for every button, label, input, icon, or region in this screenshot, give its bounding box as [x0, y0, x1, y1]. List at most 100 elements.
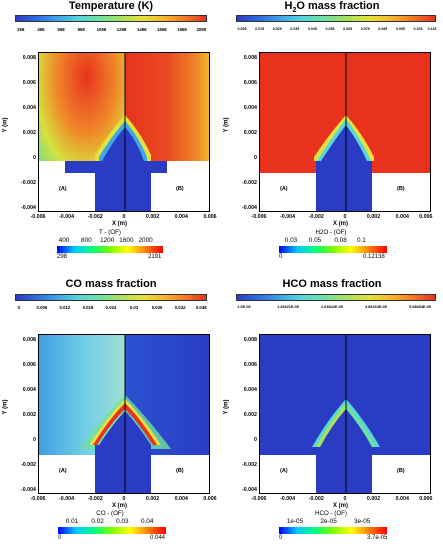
tick-label: 2.63842E-05 [321, 305, 343, 309]
tick-label: 0 [17, 305, 21, 310]
tick-label: 0.075 [360, 27, 370, 31]
tick-label: 1498 [136, 27, 147, 32]
tick-label: 0.006 [203, 496, 217, 502]
top-colorbar [15, 294, 207, 301]
of-legend-colorbar [279, 527, 387, 534]
tick-label: 0.004 [243, 387, 257, 394]
tick-label: 0.055 [325, 27, 335, 31]
contour-image [39, 53, 209, 211]
y-axis-ticks: 0.008 0.006 0.004 0.002 0 -0.002 -0.004 [221, 52, 257, 211]
tick-label: -0.002 [20, 462, 36, 469]
tick-label: -0.004 [20, 487, 36, 493]
tick-label: 0.115 [427, 27, 437, 31]
tick-label: 298 [17, 27, 25, 32]
of-legend-title: HCO - (OF) [315, 510, 347, 517]
tick-label: 0.045 [307, 27, 317, 31]
tick-label: 0 [33, 155, 36, 162]
tick-label: 1e-05 [286, 518, 304, 525]
tick-label: 0.002 [243, 130, 257, 137]
tick-label: 0.006 [243, 80, 257, 87]
top-colorbar [236, 294, 436, 301]
tick-label: 0 [343, 214, 347, 220]
tick-label: 0.018 [82, 305, 94, 310]
top-colorbar [236, 15, 436, 22]
tick-label: 2098 [196, 27, 207, 32]
tick-label: -0.004 [59, 496, 75, 502]
tick-label: -0.006 [30, 214, 46, 220]
tick-label: 1.45421E-05 [277, 305, 299, 309]
tick-label: 0.004 [243, 105, 257, 112]
tick-label: 1898 [177, 27, 187, 32]
title-part: O mass fraction [296, 0, 380, 12]
tick-label: 0.004 [22, 105, 36, 112]
contour-image [39, 335, 209, 493]
x-axis-title: X (m) [333, 503, 348, 509]
region-b-label: (B) [397, 468, 405, 474]
tick-label: 0.008 [22, 337, 36, 344]
tick-label: -0.002 [87, 496, 103, 502]
tick-label: 0.03 [284, 237, 298, 244]
of-legend-max: 2191 [148, 254, 162, 260]
tick-label: 0.002 [22, 130, 36, 137]
tick-label: 698 [57, 27, 65, 32]
tick-label: 0.065 [343, 27, 353, 31]
tick-label: 0.025 [272, 27, 282, 31]
tick-label: -0.004 [241, 487, 257, 493]
x-axis-title: X (m) [112, 221, 127, 227]
x-axis-title: X (m) [112, 503, 127, 509]
tick-label: 0.002 [145, 214, 160, 220]
of-legend-title: H2O - (OF) [315, 229, 347, 236]
tick-label: -0.006 [30, 496, 46, 502]
tick-label: -0.002 [308, 214, 324, 220]
tick-label: 1600 [119, 237, 134, 244]
tick-label: 0.008 [22, 55, 36, 62]
of-legend-min: 0 [58, 535, 62, 541]
tick-label: 0.05 [308, 237, 322, 244]
tick-label: 1698 [157, 27, 167, 32]
tick-label: -0.004 [280, 214, 296, 220]
of-legend-max: 0.044 [150, 535, 166, 541]
tick-label: 800 [81, 237, 92, 244]
tick-label: -0.002 [87, 214, 103, 220]
tick-label: 1098 [96, 27, 107, 32]
co-panel: CO mass fraction 0 0.006 0.012 0.018 0.0… [0, 276, 222, 552]
tick-label: 0.004 [174, 214, 188, 220]
tick-label: 0.002 [366, 496, 381, 502]
panel-title: H2O mass fraction [221, 0, 443, 14]
y-axis-ticks: 0.008 0.006 0.004 0.002 0 -0.002 -0.004 [221, 334, 257, 493]
tick-label: 0.006 [419, 496, 433, 502]
of-legend-title: CO - (OF) [96, 510, 124, 517]
region-a-label: (A) [280, 186, 288, 192]
tick-label: 0.02 [91, 518, 104, 525]
tick-label: 1298 [116, 27, 127, 32]
tick-label: 0 [343, 496, 347, 502]
panel-title: Temperature (K) [68, 0, 154, 12]
tick-label: 0.004 [395, 496, 409, 502]
tick-label: 0.085 [378, 27, 388, 31]
tick-label: 898 [77, 27, 85, 32]
tick-label: 0 [254, 155, 257, 162]
tick-label: 0.042 [174, 305, 186, 310]
tick-label: 0.002 [366, 214, 381, 220]
hco-panel: HCO mass fraction 1.0E-06 1.45421E-05 2.… [221, 276, 443, 552]
tick-label: 400 [58, 237, 70, 244]
x-axis-title: X (m) [333, 221, 348, 227]
tick-label: 0 [254, 437, 257, 444]
tick-label: 1.0E-06 [237, 305, 251, 309]
y-axis-title: Y (m) [2, 117, 9, 133]
of-legend-colorbar [279, 246, 387, 253]
tick-label: -0.004 [59, 214, 75, 220]
panel-title: CO mass fraction [65, 278, 157, 290]
tick-label: 0.04 [140, 518, 154, 525]
tick-label: 0.1 [356, 237, 366, 244]
tick-label: -0.002 [20, 180, 36, 187]
tick-label: 0 [33, 437, 36, 444]
region-a-label: (A) [280, 468, 288, 474]
of-legend-colorbar [57, 246, 163, 253]
hco-contour-plot: (A) (B) [259, 334, 431, 494]
contour-image [260, 335, 430, 493]
tick-label: -0.002 [308, 496, 324, 502]
tick-label: 0.008 [243, 55, 257, 62]
tick-label: 0 [122, 496, 126, 502]
tick-label: -0.006 [251, 214, 267, 220]
